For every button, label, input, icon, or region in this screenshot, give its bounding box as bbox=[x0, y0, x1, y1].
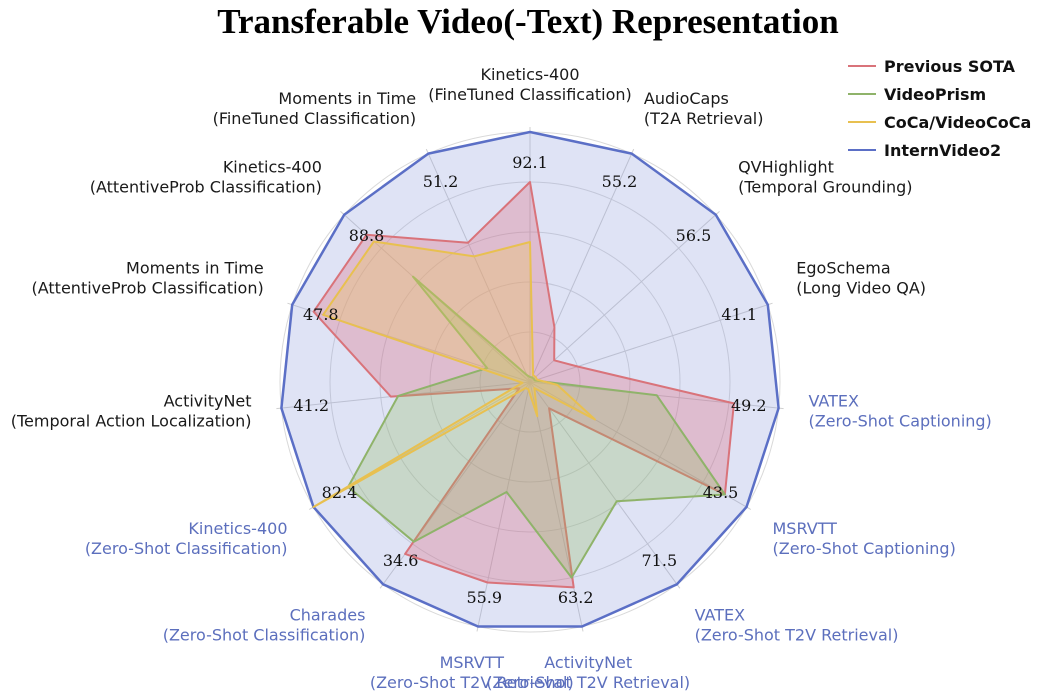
axis-spoke-8 bbox=[529, 381, 584, 632]
value-label-13: 47.8 bbox=[303, 305, 339, 324]
axis-label-line2: (Temporal Grounding) bbox=[738, 178, 912, 197]
axis-label-13: Moments in Time (AttentiveProb Classifica… bbox=[32, 258, 264, 297]
value-label-9: 55.9 bbox=[466, 588, 502, 607]
axis-label-line1: MSRVTT bbox=[440, 653, 505, 672]
series-internvideo2 bbox=[280, 130, 780, 628]
value-label-3: 56.5 bbox=[676, 226, 712, 245]
axis-label-6: MSRVTT (Zero-Shot Captioning) bbox=[772, 519, 955, 558]
legend-swatch bbox=[848, 149, 876, 151]
axis-label-3: QVHighlight (Temporal Grounding) bbox=[738, 158, 912, 197]
axis-label-14: Kinetics-400 (AttentiveProb Classificatio… bbox=[90, 158, 322, 197]
axis-spoke-7 bbox=[529, 381, 681, 589]
axis-label-line1: QVHighlight bbox=[738, 158, 834, 177]
chart-title: Transferable Video(-Text) Representation bbox=[217, 2, 839, 41]
value-label-1: 92.1 bbox=[512, 153, 548, 172]
axis-label-line1: Kinetics-400 bbox=[223, 158, 322, 177]
axis-label-line2: (FineTuned Classification) bbox=[428, 85, 632, 104]
value-label-6: 43.5 bbox=[703, 483, 739, 502]
axis-label-4: EgoSchema (Long Video QA) bbox=[796, 258, 926, 297]
axis-label-15: Moments in Time (FineTuned Classification… bbox=[213, 89, 417, 128]
legend-swatch bbox=[848, 121, 876, 123]
axis-label-line2: (Zero-Shot T2V Retrieval) bbox=[695, 626, 899, 645]
legend-item: CoCa/VideoCoCa bbox=[848, 108, 1031, 136]
axis-label-line1: Kinetics-400 bbox=[188, 519, 287, 538]
axis-label-line2: (Zero-Shot Classification) bbox=[85, 539, 288, 558]
legend-item: VideoPrism bbox=[848, 80, 1031, 108]
axis-label-12: ActivityNet (Temporal Action Localization… bbox=[11, 391, 252, 430]
value-label-2: 55.2 bbox=[602, 172, 638, 191]
value-label-7: 71.5 bbox=[642, 551, 678, 570]
axis-spoke-15 bbox=[425, 148, 531, 383]
legend-swatch bbox=[848, 93, 876, 95]
value-label-5: 49.2 bbox=[731, 396, 767, 415]
axis-label-line1: VATEX bbox=[695, 606, 746, 625]
axis-label-line2: (T2A Retrieval) bbox=[644, 109, 764, 128]
series-videoprism bbox=[347, 275, 726, 579]
axis-label-10: Charades (Zero-Shot Classification) bbox=[163, 606, 366, 645]
axis-label-line2: (Zero-Shot T2V Retrieval) bbox=[370, 673, 574, 692]
legend-label: VideoPrism bbox=[884, 84, 987, 104]
axis-label-line1: AudioCaps bbox=[644, 89, 729, 108]
axis-spoke-3 bbox=[529, 211, 720, 383]
axis-label-line1: MSRVTT bbox=[772, 519, 837, 538]
legend-swatch bbox=[848, 65, 876, 67]
axis-label-line2: (Long Video QA) bbox=[796, 278, 926, 297]
value-label-10: 34.6 bbox=[383, 551, 419, 570]
axis-label-11: Kinetics-400 (Zero-Shot Classification) bbox=[85, 519, 288, 558]
axis-label-5: VATEX (Zero-Shot Captioning) bbox=[808, 391, 991, 430]
axis-label-line2: (AttentiveProb Classification) bbox=[90, 178, 322, 197]
value-label-15: 51.2 bbox=[423, 172, 459, 191]
value-label-8: 63.2 bbox=[558, 588, 594, 607]
axis-label-7: VATEX (Zero-Shot T2V Retrieval) bbox=[695, 606, 899, 645]
legend-label: CoCa/VideoCoCa bbox=[884, 112, 1032, 132]
axis-label-line1: Charades bbox=[290, 606, 366, 625]
value-label-14: 88.8 bbox=[349, 226, 385, 245]
value-label-11: 82.4 bbox=[322, 483, 358, 502]
axis-label-line1: ActivityNet bbox=[164, 391, 252, 410]
axis-label-line2: (Temporal Action Localization) bbox=[11, 411, 252, 430]
axis-spoke-4 bbox=[529, 302, 773, 383]
axis-label-line1: EgoSchema bbox=[796, 258, 890, 277]
axis-label-8: ActivityNet (Zero-Shot T2V Retrieval) bbox=[486, 653, 690, 692]
axis-spoke-9 bbox=[476, 381, 531, 632]
legend-label: InternVideo2 bbox=[884, 140, 1002, 160]
value-label-12: 41.2 bbox=[293, 396, 329, 415]
axis-label-line1: Moments in Time bbox=[126, 258, 264, 277]
axis-label-line2: (AttentiveProb Classification) bbox=[32, 278, 264, 297]
axis-label-line2: (Zero-Shot T2V Retrieval) bbox=[486, 673, 690, 692]
axis-label-line2: (Zero-Shot Classification) bbox=[163, 626, 366, 645]
axis-label-1: Kinetics-400 (FineTuned Classification) bbox=[428, 65, 632, 104]
legend-item: InternVideo2 bbox=[848, 136, 1031, 164]
axis-label-line1: Kinetics-400 bbox=[480, 65, 579, 84]
axis-label-2: AudioCaps (T2A Retrieval) bbox=[644, 89, 764, 128]
axis-label-line1: ActivityNet bbox=[544, 653, 632, 672]
legend-item: Previous SOTA bbox=[848, 52, 1031, 80]
axis-label-line2: (FineTuned Classification) bbox=[213, 109, 417, 128]
axis-label-9: MSRVTT (Zero-Shot T2V Retrieval) bbox=[370, 653, 574, 692]
axis-label-line1: Moments in Time bbox=[278, 89, 416, 108]
axis-label-line2: (Zero-Shot Captioning) bbox=[808, 411, 991, 430]
series-coca-videococa bbox=[312, 240, 596, 508]
legend: Previous SOTA VideoPrism CoCa/VideoCoCa Int… bbox=[848, 52, 1031, 164]
value-label-4: 41.1 bbox=[721, 305, 757, 324]
axis-spoke-2 bbox=[529, 148, 635, 383]
axis-label-line1: VATEX bbox=[808, 391, 859, 410]
axis-label-line2: (Zero-Shot Captioning) bbox=[772, 539, 955, 558]
legend-label: Previous SOTA bbox=[884, 56, 1016, 76]
